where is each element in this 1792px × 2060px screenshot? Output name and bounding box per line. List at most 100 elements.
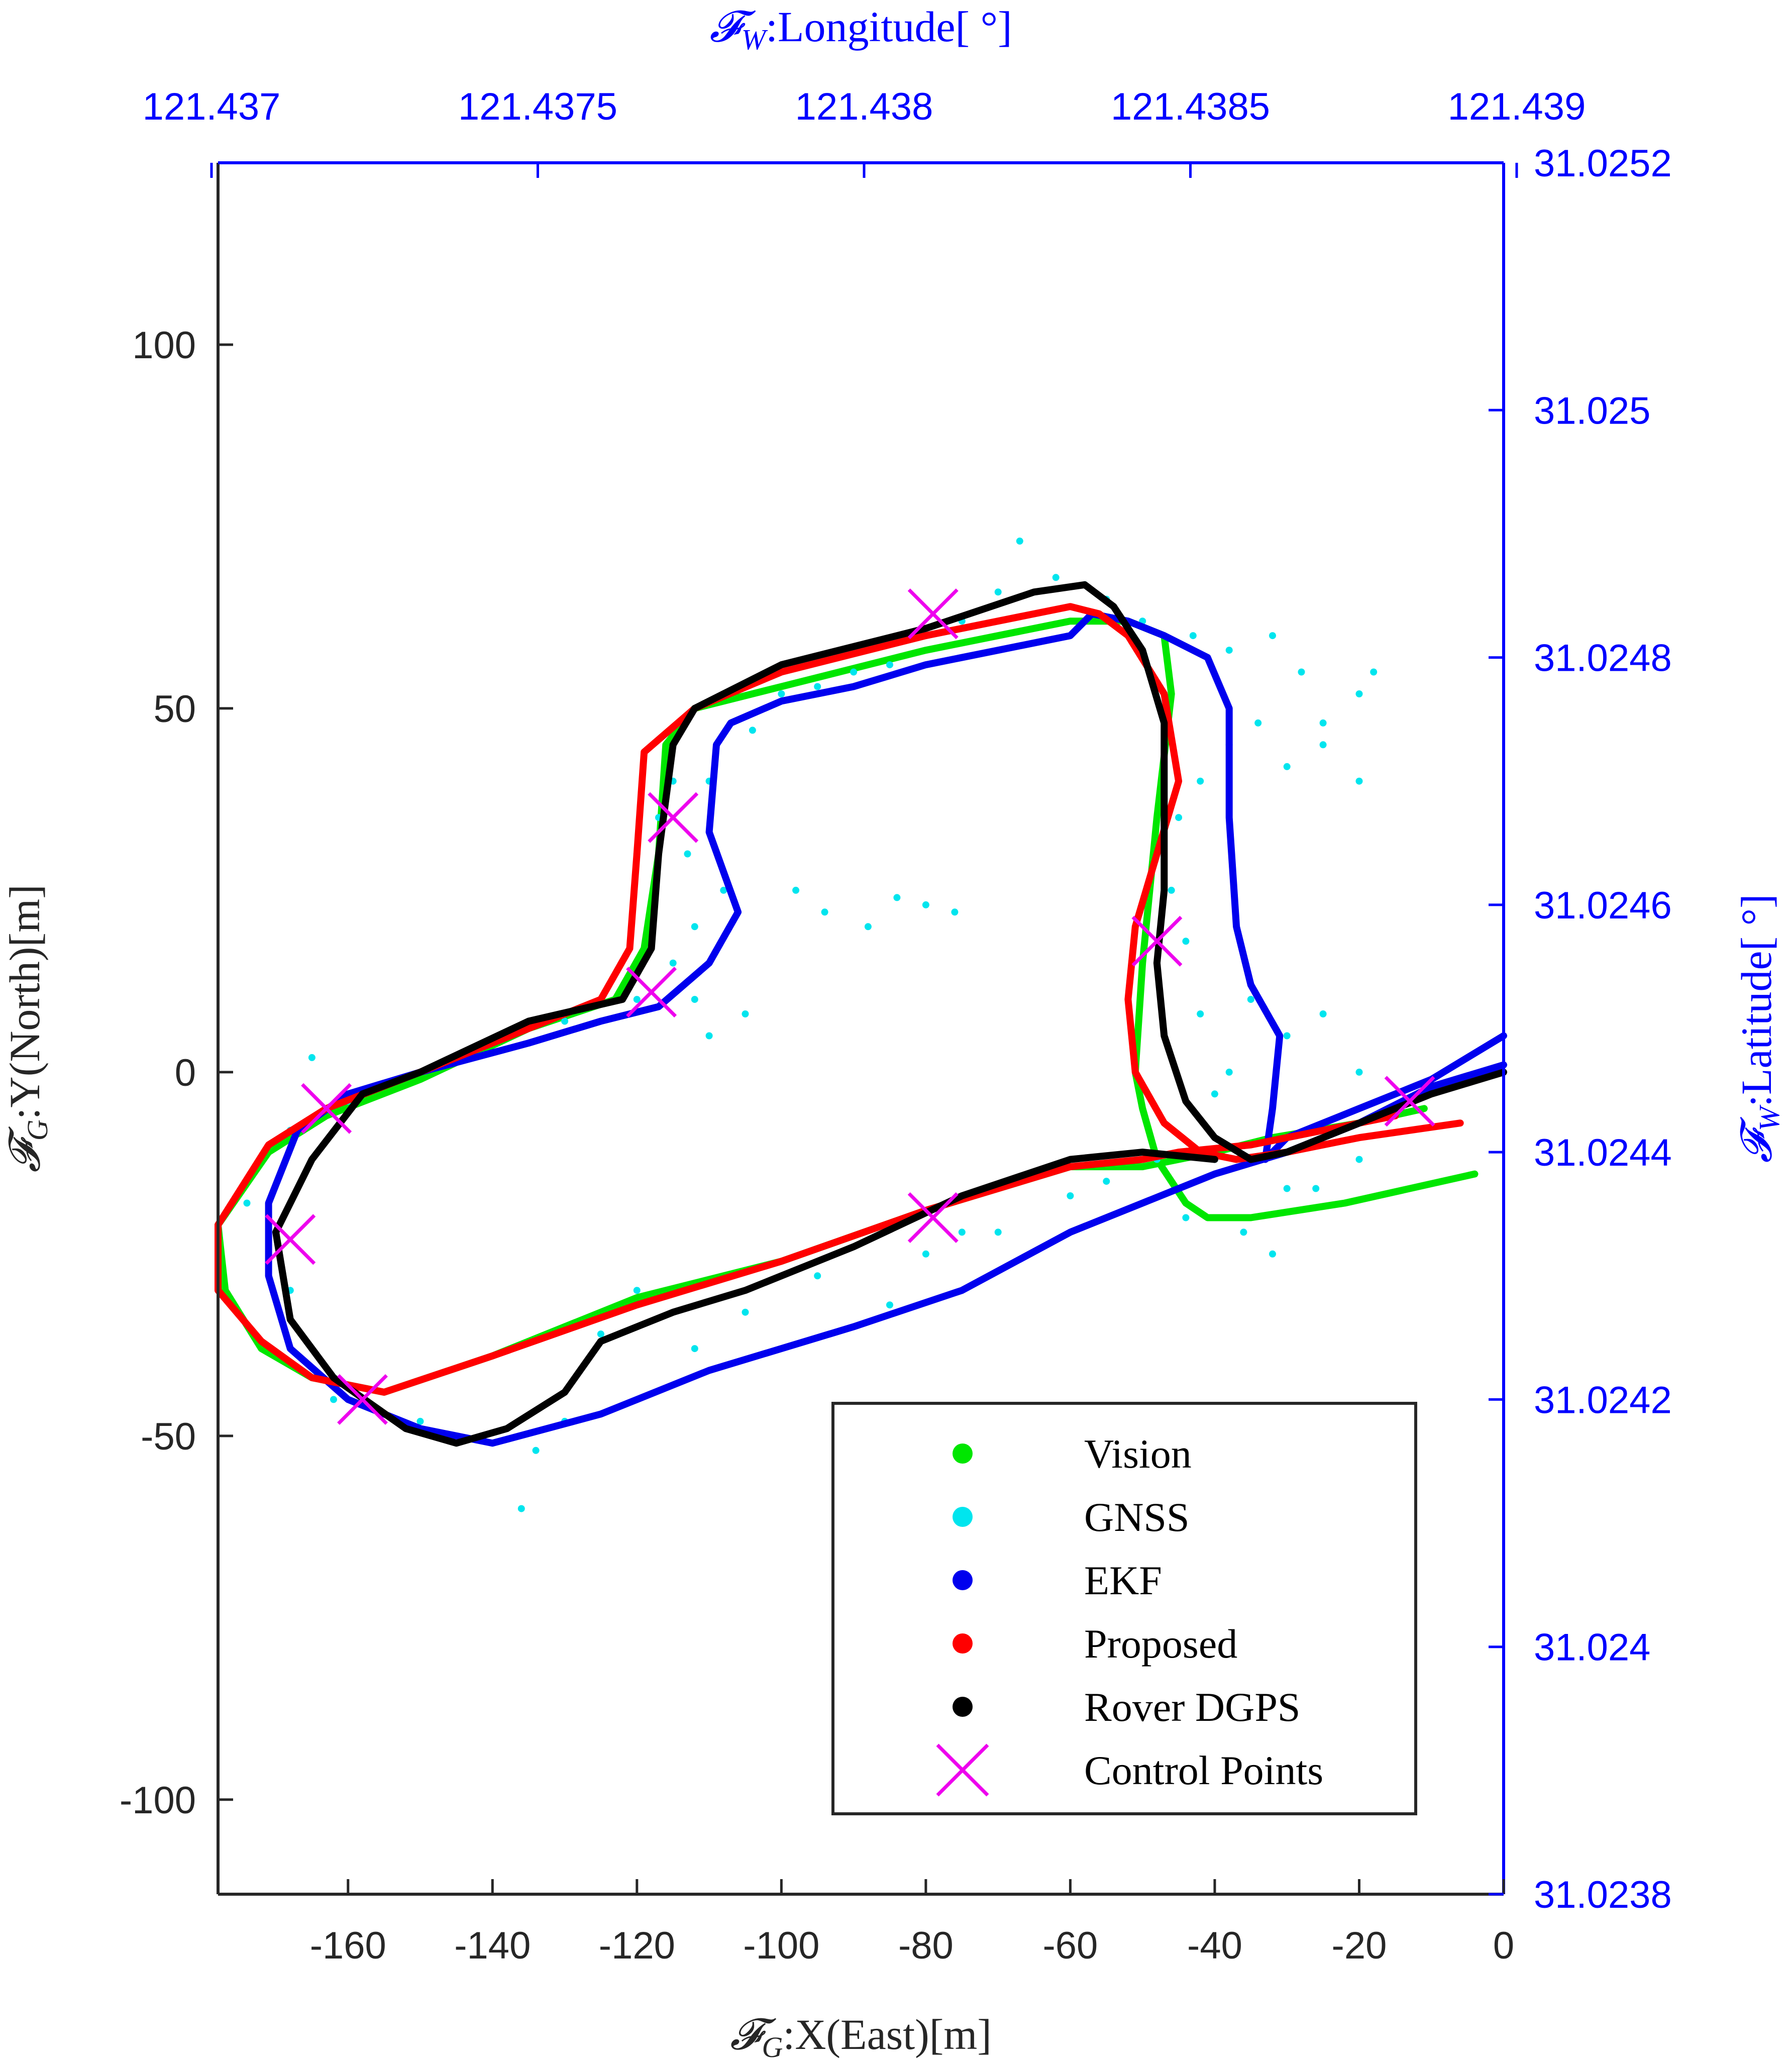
right-tick-label-7: 31.0252 — [1534, 142, 1672, 185]
series-line-ekf — [265, 610, 1507, 1447]
point-gnss-72 — [691, 996, 698, 1003]
legend-marker-proposed — [953, 1633, 973, 1654]
point-gnss-33 — [1247, 996, 1254, 1003]
top-tick-label-1: 121.4375 — [458, 85, 617, 128]
legend-label-vision: Vision — [1084, 1431, 1192, 1477]
legend-marker-ekf — [953, 1570, 973, 1590]
point-gnss-16 — [922, 1250, 929, 1258]
point-gnss-13 — [742, 1308, 749, 1316]
right-tick-label-5: 31.0248 — [1534, 637, 1672, 680]
point-gnss-86 — [691, 923, 698, 931]
y-tick-label-4: 100 — [132, 324, 196, 367]
legend-box — [831, 1402, 1417, 1815]
point-gnss-27 — [1312, 1185, 1320, 1192]
point-gnss-85 — [720, 886, 727, 894]
point-gnss-5 — [416, 1417, 424, 1425]
control-point-3 — [626, 967, 677, 1018]
point-gnss-11 — [633, 1287, 641, 1294]
point-gnss-57 — [1016, 537, 1023, 545]
y-tick-label-3: 50 — [153, 688, 196, 731]
point-gnss-77 — [561, 1017, 569, 1025]
legend-entry-proposed: Proposed — [953, 1621, 1237, 1667]
legend-label-control-points: Control Points — [1084, 1747, 1323, 1793]
top-tick-label-4: 121.439 — [1448, 85, 1586, 128]
point-gnss-38 — [1168, 886, 1175, 894]
right-tick-label-1: 31.024 — [1534, 1626, 1650, 1669]
point-gnss-81 — [864, 923, 872, 931]
point-gnss-44 — [1319, 719, 1327, 727]
control-point-5 — [1384, 1076, 1435, 1127]
right-axis-title: 𝓕W:Latitude[ °] — [1732, 894, 1785, 1163]
legend-label-ekf: EKF — [1084, 1558, 1162, 1603]
right-tick-label-4: 31.0246 — [1534, 884, 1672, 927]
point-gnss-73 — [705, 1032, 713, 1040]
x-tick-label-4: -80 — [898, 1924, 954, 1967]
point-gnss-28 — [1355, 1156, 1363, 1163]
point-gnss-0 — [308, 1054, 315, 1061]
legend-marker-vision — [953, 1444, 973, 1464]
point-gnss-15 — [886, 1301, 893, 1309]
y-tick-label-1: -50 — [141, 1415, 196, 1458]
point-gnss-34 — [1225, 1068, 1233, 1076]
point-gnss-20 — [1103, 1178, 1110, 1185]
right-tick-label-0: 31.0238 — [1534, 1874, 1672, 1916]
point-gnss-32 — [1283, 1032, 1291, 1040]
control-point-8 — [337, 1374, 388, 1425]
point-gnss-65 — [749, 727, 756, 734]
point-gnss-63 — [814, 683, 821, 690]
y-tick-label-2: 0 — [175, 1052, 196, 1094]
legend-label-gnss: GNSS — [1084, 1494, 1190, 1540]
control-point-1 — [648, 792, 699, 843]
legend: Vision GNSS EKF Proposed Rover DGPS Control P… — [831, 1402, 1417, 1815]
control-point-7 — [265, 1214, 316, 1265]
point-gnss-14 — [814, 1272, 821, 1280]
point-gnss-50 — [1269, 632, 1276, 640]
point-gnss-2 — [243, 1199, 251, 1207]
top-axis-title: 𝓕W:Longitude[ °] — [709, 3, 1012, 56]
top-tick-label-0: 121.437 — [143, 85, 281, 128]
point-gnss-22 — [1182, 1214, 1190, 1221]
point-gnss-37 — [1182, 938, 1190, 945]
point-gnss-31 — [1319, 1010, 1327, 1017]
point-gnss-10 — [597, 1330, 604, 1338]
legend-marker-gnss — [953, 1507, 973, 1527]
point-gnss-87 — [792, 886, 800, 894]
legend-entry-gnss: GNSS — [953, 1494, 1190, 1540]
point-gnss-26 — [1283, 1185, 1291, 1192]
point-gnss-36 — [1197, 1010, 1204, 1017]
point-gnss-74 — [742, 1010, 749, 1017]
point-gnss-30 — [1355, 1068, 1363, 1076]
axes-layer — [217, 161, 1505, 1896]
point-gnss-61 — [886, 661, 893, 669]
series-line-rover-dgps — [272, 581, 1507, 1447]
right-tick-label-6: 31.025 — [1534, 389, 1650, 432]
point-gnss-84 — [951, 908, 959, 916]
x-tick-label-3: -100 — [743, 1924, 819, 1967]
point-gnss-67 — [684, 850, 691, 858]
x-tick-label-7: -20 — [1332, 1924, 1387, 1967]
point-gnss-48 — [1319, 741, 1327, 749]
point-gnss-39 — [1175, 814, 1183, 821]
point-gnss-46 — [1370, 668, 1378, 676]
point-gnss-56 — [1052, 574, 1060, 581]
top-tick-label-3: 121.4385 — [1111, 85, 1270, 128]
point-gnss-88 — [821, 908, 828, 916]
point-gnss-42 — [1254, 719, 1262, 727]
point-gnss-52 — [1189, 632, 1197, 640]
right-tick-label-3: 31.0244 — [1534, 1131, 1672, 1174]
control-point-0 — [907, 588, 959, 640]
x-tick-label-2: -120 — [599, 1924, 675, 1967]
x-tick-label-1: -140 — [454, 1924, 531, 1967]
x-tick-label-5: -60 — [1042, 1924, 1098, 1967]
point-gnss-40 — [1197, 777, 1204, 785]
control-point-2 — [1131, 915, 1183, 967]
ticks-layer: -160 -140 -120 -100 -80 -60 -40 -20 0 -100 -50 0 50 1… — [120, 85, 1672, 1967]
legend-entry-ekf: EKF — [953, 1558, 1162, 1603]
top-tick-label-2: 121.438 — [795, 85, 933, 128]
y-axis-title: 𝓕G:Y(North)[m] — [1, 884, 54, 1172]
legend-entry-vision: Vision — [953, 1431, 1192, 1477]
point-gnss-43 — [1283, 763, 1291, 770]
control-point-4 — [301, 1083, 352, 1134]
x-tick-label-6: -40 — [1187, 1924, 1242, 1967]
